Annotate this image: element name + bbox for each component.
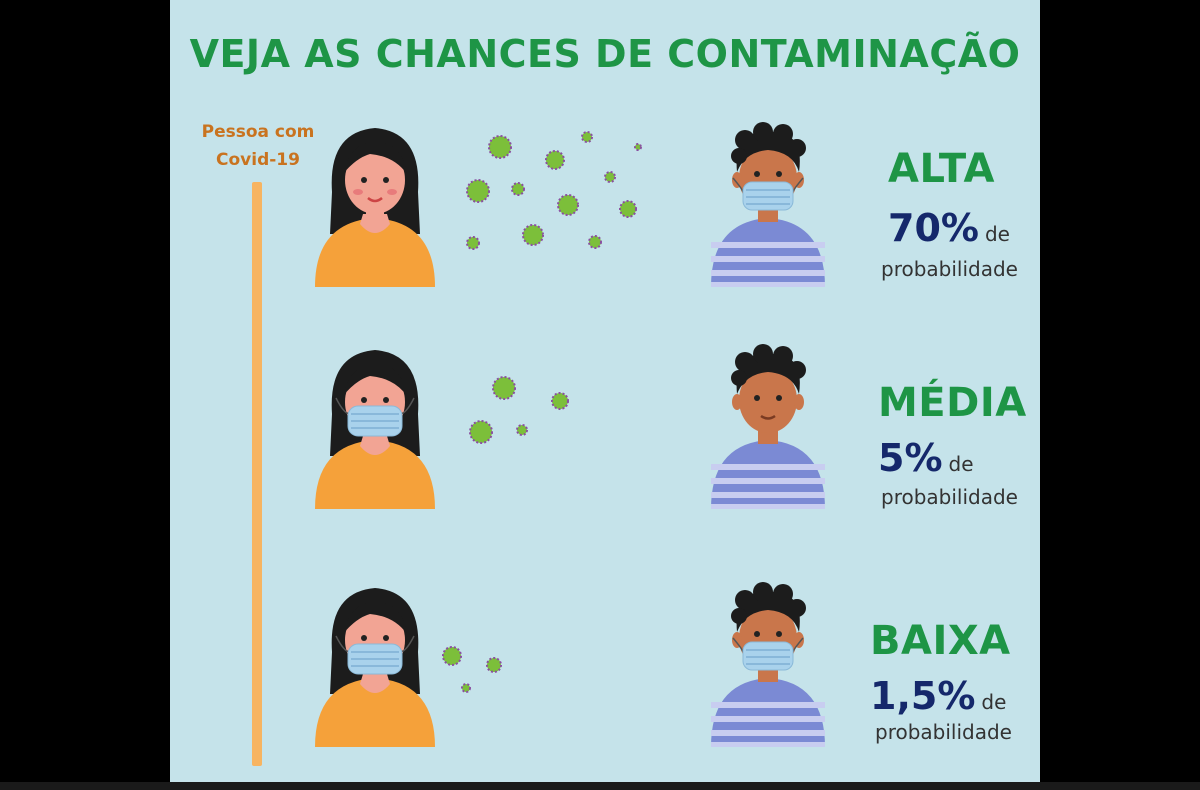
de-text-medium: de	[948, 452, 974, 476]
percent-medium: 5%	[878, 436, 943, 480]
percent-line-medium: 5% de	[878, 436, 974, 480]
timeline-bar	[252, 182, 262, 766]
risk-level-low: BAIXA	[870, 618, 1011, 664]
probability-text-high: probabilidade	[881, 257, 1018, 281]
virus-cluster-minimal-icon	[442, 646, 502, 693]
infographic-panel: VEJA AS CHANCES DE CONTAMINAÇÃO Pessoa c…	[170, 0, 1040, 790]
percent-line-high: 70% de	[888, 206, 1010, 250]
bottom-bar	[0, 782, 1200, 790]
infected-woman-icon	[315, 128, 435, 287]
source-label-line-1: Pessoa com	[201, 122, 315, 142]
percent-line-low: 1,5% de	[870, 674, 1006, 718]
receiver-man-icon	[711, 344, 825, 509]
de-text-high: de	[984, 222, 1010, 246]
virus-cluster-many-icon	[466, 131, 642, 250]
infected-woman-masked-icon	[315, 350, 435, 509]
risk-level-high: ALTA	[888, 146, 995, 192]
virus-cluster-few-icon	[469, 376, 569, 444]
percent-low: 1,5%	[870, 674, 976, 718]
probability-text-low: probabilidade	[875, 720, 1012, 744]
source-label-line-2: Covid-19	[216, 150, 300, 170]
page-title: VEJA AS CHANCES DE CONTAMINAÇÃO	[189, 32, 1021, 76]
probability-text-medium: probabilidade	[881, 485, 1018, 509]
de-text-low: de	[981, 690, 1007, 714]
risk-level-medium: MÉDIA	[878, 380, 1027, 426]
receiver-man-masked-icon	[711, 582, 825, 747]
infected-woman-masked-icon	[315, 588, 435, 747]
source-person-label: Pessoa com Covid-19	[188, 118, 328, 174]
percent-high: 70%	[888, 206, 979, 250]
receiver-man-masked-icon	[711, 122, 825, 287]
